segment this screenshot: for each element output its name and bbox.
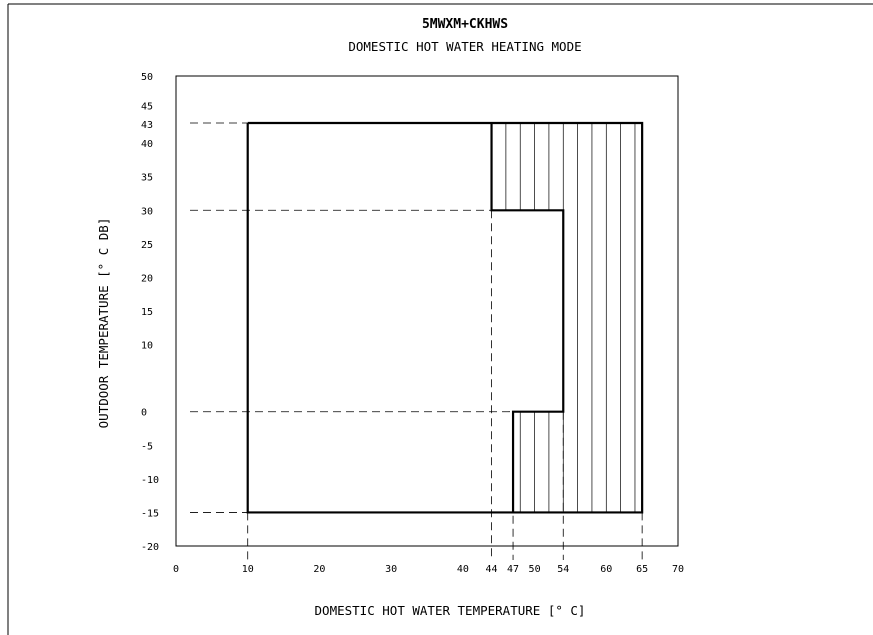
series-lines	[246, 121, 644, 514]
x-axis-title: DOMESTIC HOT WATER TEMPERATURE [° C]	[315, 603, 586, 618]
x-tick-label: 44	[486, 564, 498, 575]
chart-title: 5MWXM+CKHWS	[422, 17, 508, 32]
x-tick-label: 10	[242, 564, 254, 575]
y-tick-label: 20	[141, 273, 153, 284]
x-tick-label: 30	[385, 564, 397, 575]
x-tick-labels: 0 10 20 30 40 44 47 50 54 60 65 70	[173, 564, 684, 575]
x-tick-label: 47	[507, 564, 519, 575]
series-line	[246, 121, 644, 514]
y-tick-label: -20	[141, 542, 159, 553]
chart-subtitle: DOMESTIC HOT WATER HEATING MODE	[348, 39, 581, 54]
y-tick-label: 50	[141, 72, 153, 83]
y-tick-label: 30	[141, 206, 153, 217]
x-tick-label: 40	[457, 564, 469, 575]
y-tick-labels: 50 45 43 40 35 30 25 20 15 10 0 -5 -10 -15 -20	[141, 72, 159, 553]
dashed-guides	[190, 122, 643, 560]
y-tick-label: 15	[141, 307, 153, 318]
x-tick-label: 54	[557, 564, 569, 575]
y-tick-label: 0	[141, 408, 147, 419]
plot-area-border	[175, 75, 679, 547]
y-tick-label: 10	[141, 341, 153, 352]
y-tick-label: 25	[141, 240, 153, 251]
x-tick-label: 60	[600, 564, 612, 575]
x-tick-label: 65	[636, 564, 648, 575]
y-tick-label: -15	[141, 508, 159, 519]
x-tick-label: 70	[672, 564, 684, 575]
y-tick-label: 45	[141, 102, 153, 113]
y-tick-label: 35	[141, 173, 153, 184]
y-tick-label: 40	[141, 139, 153, 150]
y-tick-label: -10	[141, 475, 159, 486]
x-tick-label: 0	[173, 564, 179, 575]
y-axis-title: OUTDOOR TEMPERATURE [° C DB]	[96, 218, 111, 429]
x-tick-label: 50	[529, 564, 541, 575]
series-line	[490, 123, 565, 513]
y-tick-label: -5	[141, 441, 153, 452]
y-tick-label: 43	[141, 120, 153, 131]
x-tick-label: 20	[313, 564, 325, 575]
